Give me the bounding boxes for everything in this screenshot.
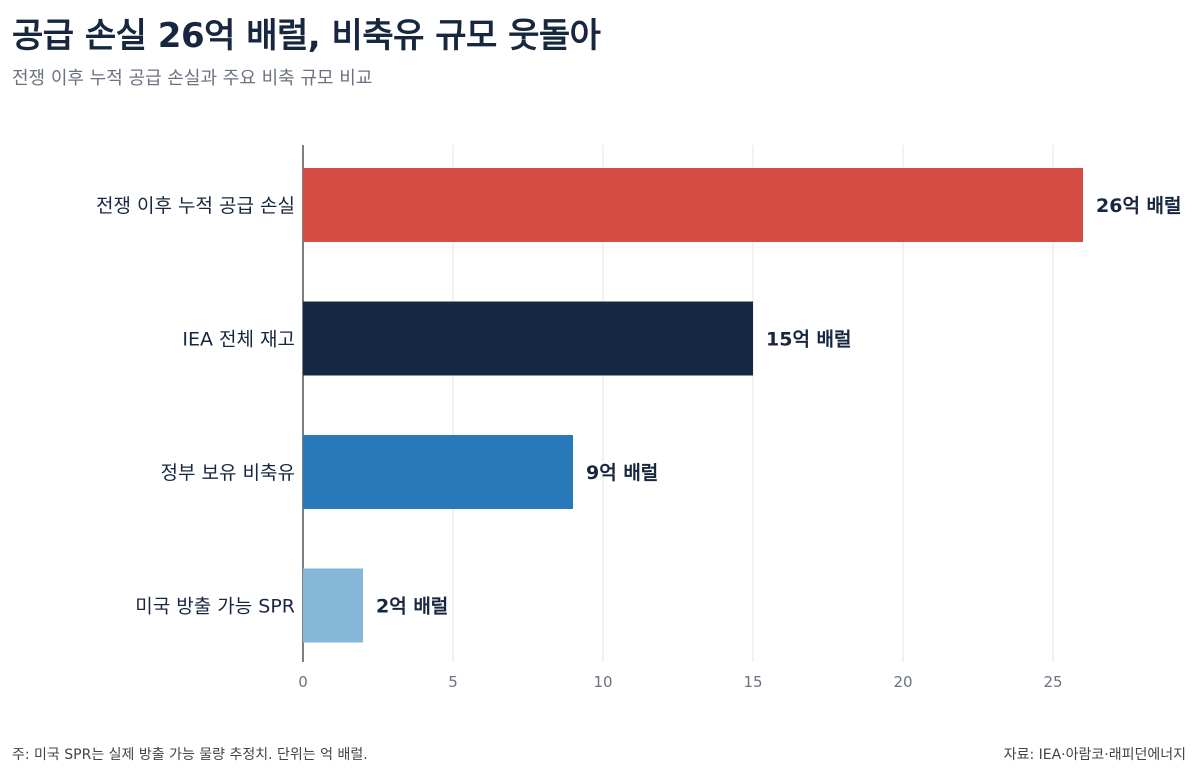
source-note: 자료: IEA·아람코·래피던에너지 [1003, 747, 1186, 763]
bar-1 [303, 301, 753, 376]
footnote: 주: 미국 SPR는 실제 방출 가능 물량 추정치. 단위는 억 배럴. [12, 747, 368, 763]
x-tick-label: 0 [298, 673, 308, 691]
x-tick-label: 10 [593, 673, 612, 691]
category-label: 전쟁 이후 누적 공급 손실 [96, 195, 295, 217]
x-tick-label: 15 [743, 673, 762, 691]
x-tick-label: 5 [448, 673, 458, 691]
category-label: 미국 방출 가능 SPR [135, 596, 295, 618]
bar-0 [303, 168, 1083, 242]
x-tick-label: 25 [1043, 673, 1062, 691]
x-axis-ticks: 0 5 10 15 20 25 [298, 673, 1062, 691]
category-label: IEA 전체 재고 [182, 329, 295, 351]
bar-2 [303, 435, 573, 509]
x-tick-label: 20 [893, 673, 912, 691]
chart-title: 공급 손실 26억 배럴, 비축유 규모 웃돌아 [12, 16, 601, 56]
value-label: 15억 배럴 [766, 329, 852, 351]
chart-subtitle: 전쟁 이후 누적 공급 손실과 주요 비축 규모 비교 [12, 68, 373, 89]
bars [303, 168, 1083, 643]
value-label: 2억 배럴 [376, 596, 448, 618]
category-label: 정부 보유 비축유 [161, 462, 295, 484]
value-label: 9억 배럴 [586, 462, 658, 484]
bar-3 [303, 568, 363, 643]
value-label: 26억 배럴 [1096, 195, 1182, 217]
